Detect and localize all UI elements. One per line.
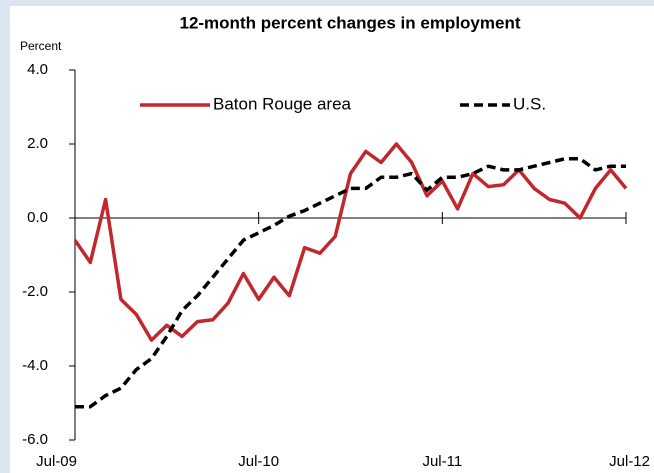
chart-title: 12-month percent changes in employment — [179, 13, 520, 32]
x-tick-label: Jul-12 — [609, 453, 650, 470]
series-line — [73, 142, 628, 342]
y-tick-label: -4.0 — [22, 357, 48, 374]
y-tick-label: -6.0 — [22, 431, 48, 448]
x-tick-label: Jul-10 — [238, 453, 279, 470]
y-tick-label: 2.0 — [27, 135, 48, 152]
y-tick-label: 4.0 — [27, 61, 48, 78]
x-tick-label: Jul-11 — [422, 453, 462, 470]
legend-label: U.S. — [513, 94, 546, 113]
y-axis-label: Percent — [20, 39, 62, 53]
x-tick-label: Jul-09 — [36, 453, 77, 470]
legend-label: Baton Rouge area — [213, 94, 352, 113]
y-tick-label: -2.0 — [22, 283, 48, 300]
y-tick-label: 0.0 — [27, 209, 48, 226]
series-line — [75, 157, 626, 409]
